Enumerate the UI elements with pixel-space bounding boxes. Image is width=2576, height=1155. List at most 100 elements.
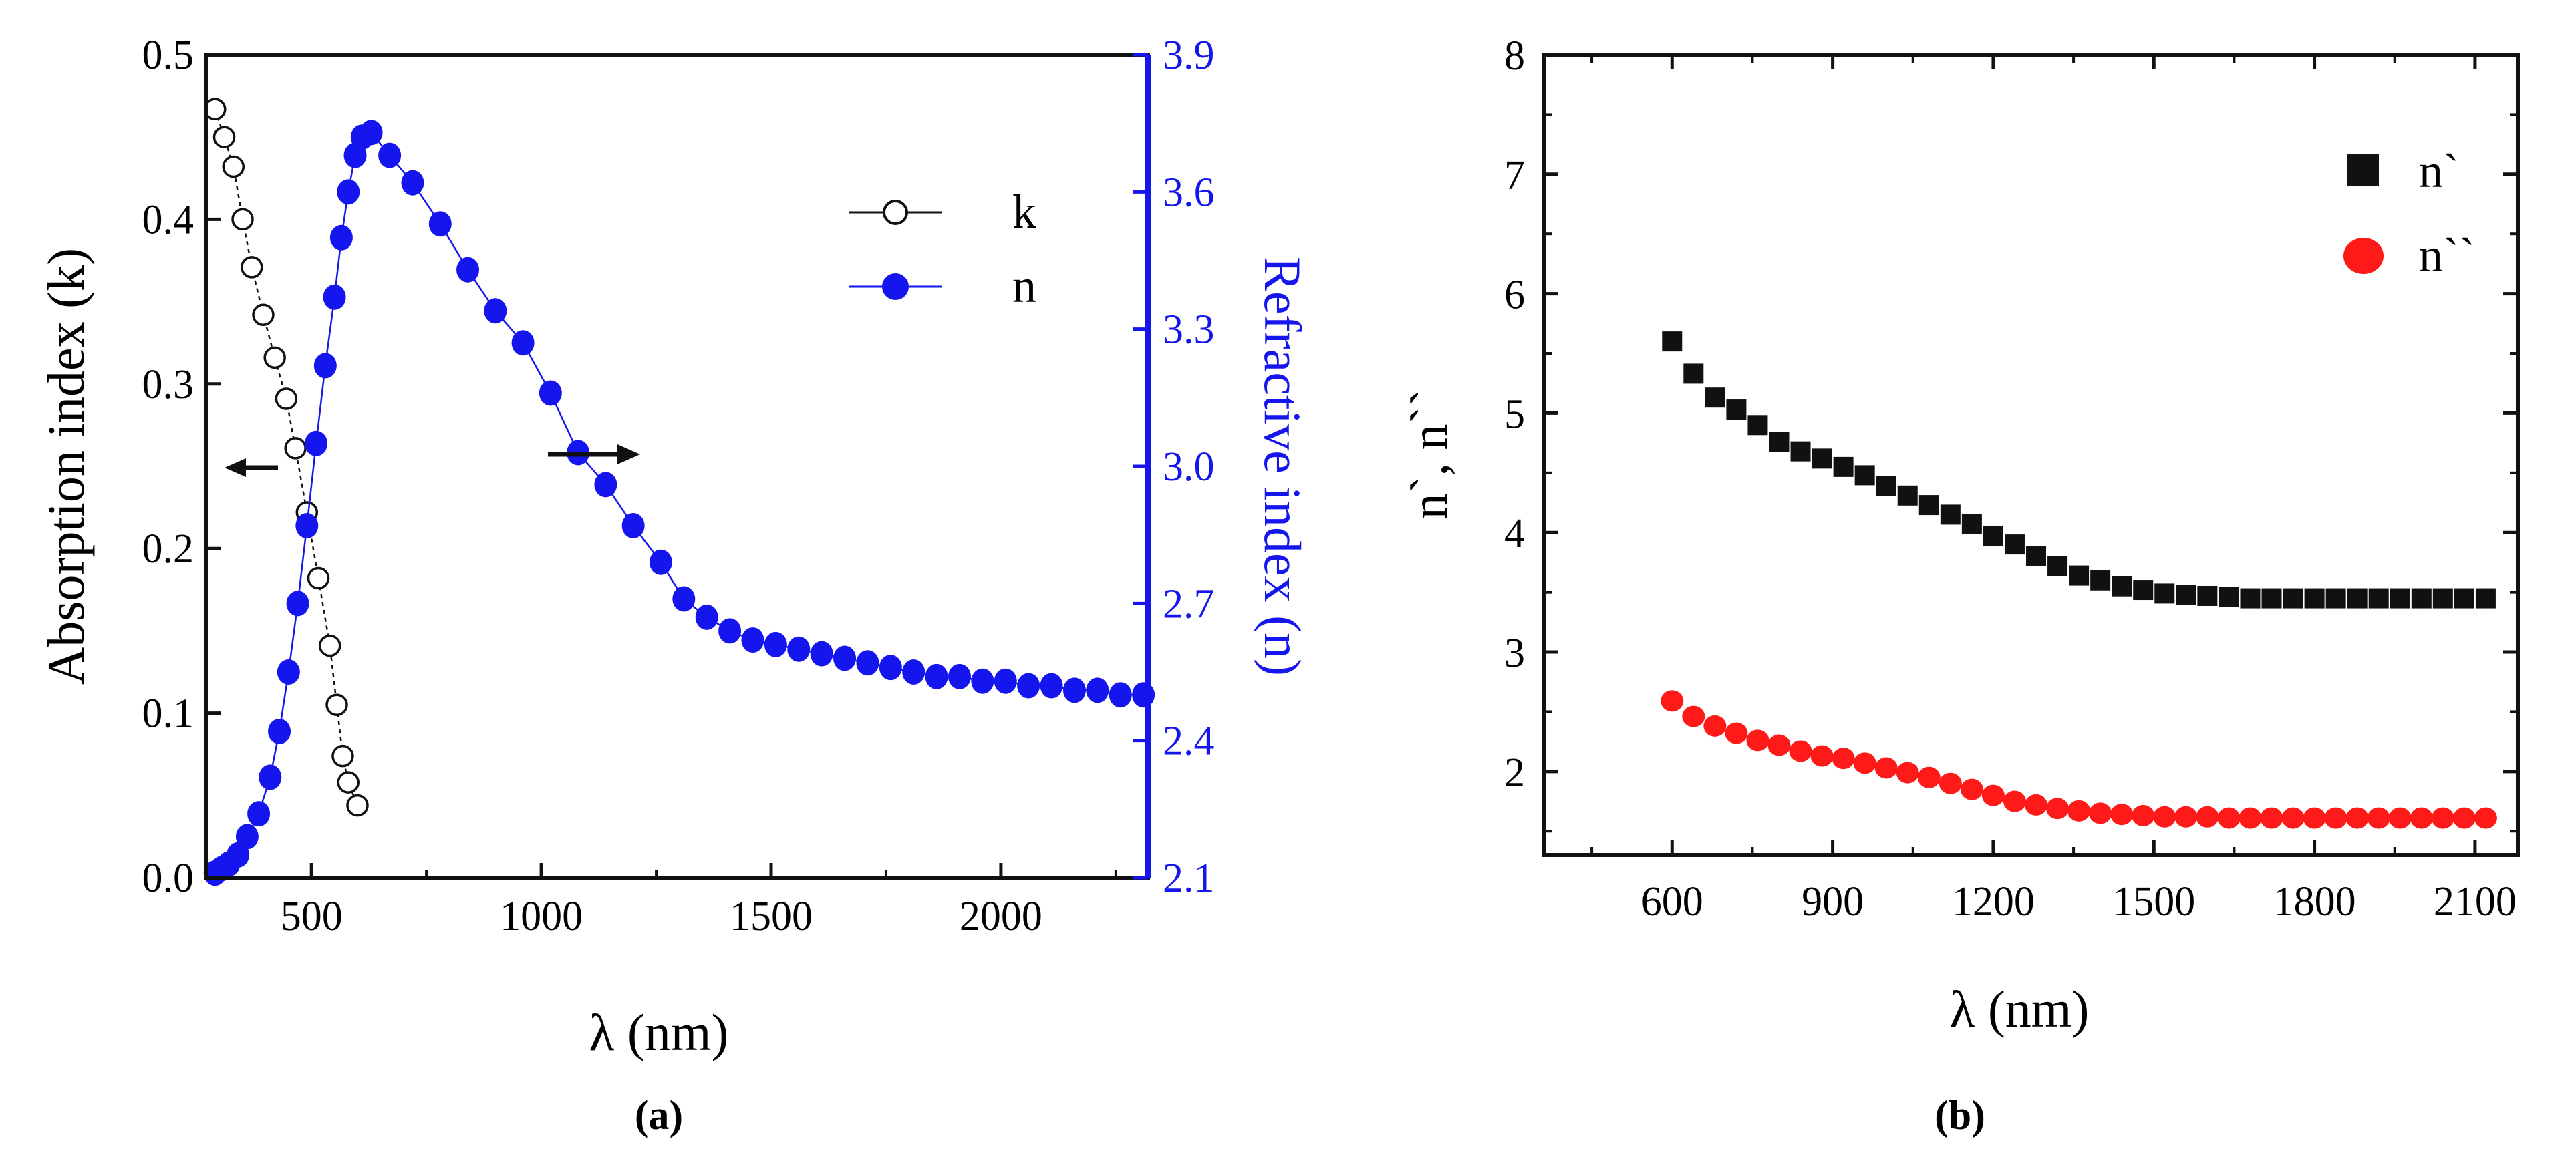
point-n-prime-13 (1940, 504, 1961, 525)
point-n-prime-22 (2133, 580, 2154, 601)
point-n-prime-5 (1769, 432, 1790, 452)
point-n-37 (833, 645, 857, 671)
point-n-double-prime-35 (2410, 807, 2433, 829)
point-k-2 (222, 155, 245, 178)
point-n-prime-38 (2475, 588, 2496, 609)
point-k-8 (284, 437, 307, 460)
legend-entry-n-prime: n` (2347, 144, 2459, 198)
point-n-double-prime-24 (2174, 806, 2198, 828)
point-n-45 (1017, 673, 1040, 699)
a-xtick-label-1: 1000 (500, 894, 583, 939)
point-k-1 (212, 126, 236, 148)
point-n-prime-20 (2090, 570, 2111, 591)
point-n-prime-34 (2390, 588, 2410, 609)
legend-label-k: k (1012, 185, 1036, 238)
panel-a-x-label: λ (nm) (589, 1003, 729, 1061)
point-n-41 (925, 663, 948, 689)
point-n-7 (268, 718, 291, 744)
a-ytick-right-label-2: 2.7 (1163, 581, 1215, 627)
point-n-double-prime-22 (2132, 804, 2155, 826)
point-n-double-prime-0 (1661, 690, 1684, 712)
point-n-43 (971, 668, 994, 694)
panel-a-marks (203, 98, 1155, 886)
legend-marker-n (882, 273, 909, 300)
a-xtick-label-0: 500 (281, 894, 343, 939)
point-n-prime-11 (1897, 485, 1918, 506)
point-n-double-prime-21 (2110, 804, 2134, 826)
b-ytick-label-5: 7 (1504, 153, 1525, 198)
panel-b-legend: n` n`` (2343, 144, 2475, 282)
point-n-prime-14 (1961, 514, 1982, 534)
legend-marker-n-double-prime (2343, 238, 2384, 274)
legend-label-n-prime: n` (2419, 144, 2459, 198)
panel-a-legend: k n (849, 185, 1036, 313)
point-n-prime-31 (2325, 588, 2346, 609)
point-k-0 (204, 98, 227, 121)
legend-marker-n-prime (2347, 154, 2379, 186)
b-xtick-label-0: 600 (1641, 879, 1703, 925)
point-n-prime-2 (1705, 387, 1725, 408)
a-ytick-left-label-0: 0.0 (142, 856, 194, 901)
point-k-10 (307, 566, 330, 590)
point-n-double-prime-9 (1853, 752, 1876, 774)
arrow-right-annotation (548, 444, 640, 464)
a-ytick-right-label-3: 3.0 (1163, 444, 1215, 490)
legend-label-n-double-prime: n`` (2419, 228, 2475, 282)
point-n-44 (994, 668, 1017, 694)
legend-marker-k (883, 200, 908, 225)
legend-label-n: n (1012, 259, 1036, 313)
point-n-prime-23 (2154, 583, 2175, 604)
series-line-n (214, 131, 1144, 874)
point-n-34 (764, 631, 787, 657)
b-ytick-label-4: 6 (1504, 273, 1525, 318)
b-xtick-label-3: 1500 (2112, 879, 2195, 925)
a-ytick-right-label-4: 3.3 (1163, 307, 1215, 353)
a-ytick-right-label-5: 3.6 (1163, 170, 1215, 215)
point-n-prime-15 (1983, 526, 2003, 546)
point-n-29 (649, 549, 672, 575)
point-n-35 (787, 636, 811, 662)
point-n-double-prime-29 (2281, 807, 2305, 829)
point-n-double-prime-13 (1939, 772, 1962, 794)
b-ytick-label-1: 3 (1504, 631, 1525, 676)
point-n-31 (695, 604, 718, 630)
point-k-4 (241, 256, 263, 279)
point-n-prime-6 (1790, 441, 1811, 462)
point-n-double-prime-20 (2089, 802, 2112, 824)
point-n-double-prime-27 (2239, 807, 2262, 829)
point-n-prime-27 (2240, 588, 2261, 609)
panel-b-plot-frame (1542, 53, 2520, 857)
point-n-double-prime-8 (1832, 748, 1855, 770)
a-ytick-left-label-2: 0.2 (142, 526, 194, 572)
panel-b-chart: 600 900 1200 1500 1800 2100 2 3 4 5 6 7 8 n` n`` n`,… (1400, 33, 2520, 1138)
point-n-20 (401, 170, 424, 196)
point-k-5 (252, 303, 275, 327)
point-n-double-prime-15 (1981, 784, 2005, 806)
a-ytick-left-label-3: 0.3 (142, 362, 194, 407)
point-n-double-prime-10 (1874, 757, 1898, 779)
point-n-46 (1040, 673, 1063, 699)
point-n-10 (295, 512, 319, 538)
point-k-11 (318, 634, 341, 657)
panel-a-y-right-label: Refractive index (n) (1254, 257, 1312, 676)
b-xtick-label-1: 900 (1802, 879, 1864, 925)
point-n-25 (539, 380, 562, 406)
panel-a-label: (a) (635, 1093, 683, 1138)
point-n-double-prime-28 (2260, 807, 2283, 829)
point-n-double-prime-38 (2474, 807, 2497, 829)
point-n-double-prime-23 (2153, 806, 2176, 828)
arrow-left-annotation (225, 458, 278, 477)
point-n-double-prime-31 (2324, 807, 2347, 829)
point-n-double-prime-2 (1703, 715, 1727, 737)
point-n-prime-26 (2219, 587, 2239, 607)
point-n-47 (1062, 677, 1086, 703)
point-n-double-prime-4 (1746, 729, 1769, 752)
a-ytick-left-label-1: 0.1 (142, 691, 194, 737)
point-n-prime-19 (2069, 565, 2090, 586)
point-n-double-prime-36 (2431, 807, 2454, 829)
point-n-prime-18 (2047, 556, 2068, 576)
point-k-15 (346, 794, 369, 817)
point-n-27 (594, 472, 617, 498)
point-k-7 (275, 387, 298, 410)
